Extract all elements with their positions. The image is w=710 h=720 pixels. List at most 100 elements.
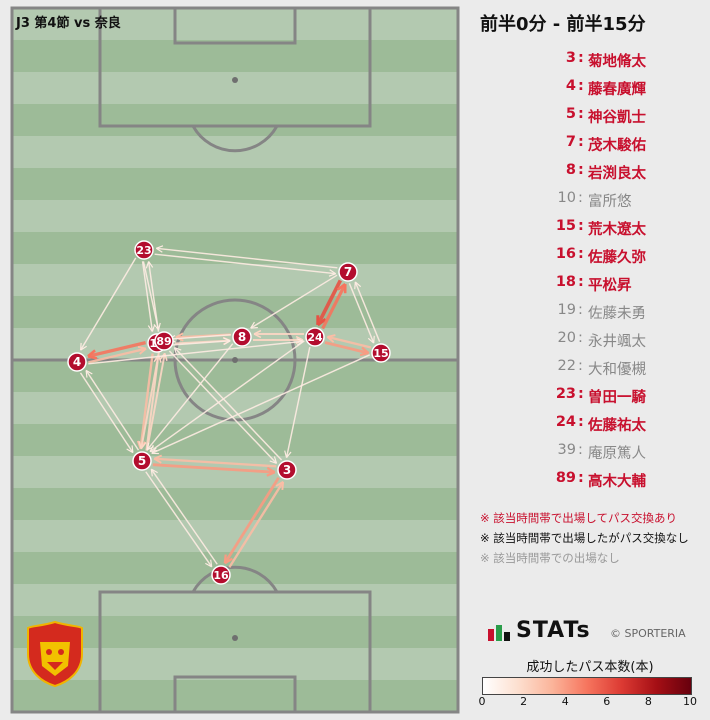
player-node-circle	[371, 343, 391, 363]
pitch-stripe	[12, 456, 458, 489]
pass-edge	[140, 351, 160, 449]
roster-separator: :	[578, 470, 584, 486]
roster-row: 7: 茂木駿佑	[470, 134, 710, 156]
pass-edge	[139, 353, 154, 449]
roster-number: 39	[557, 442, 576, 458]
roster-separator: :	[578, 190, 583, 206]
roster-separator: :	[578, 274, 584, 290]
roster-number: 18	[555, 274, 576, 290]
roster-row: 5: 神谷凱士	[470, 106, 710, 128]
roster-row: 19: 佐藤未勇	[470, 302, 710, 324]
player-node-label: 7	[344, 265, 352, 279]
player-node[interactable]: 89	[154, 331, 174, 351]
player-node[interactable]: 15	[371, 343, 391, 363]
roster-row: 18: 平松昇	[470, 274, 710, 296]
roster-row: 22: 大和優槻	[470, 358, 710, 380]
pass-edge	[168, 350, 278, 464]
player-node[interactable]: 5	[132, 451, 152, 471]
roster-number: 7	[565, 134, 576, 150]
roster-row: 23: 曽田一騎	[470, 386, 710, 408]
roster-number: 8	[565, 162, 576, 178]
roster-number: 5	[565, 106, 576, 122]
roster-name: 佐藤未勇	[588, 306, 646, 322]
player-node[interactable]: 3	[277, 460, 297, 480]
roster-number: 23	[555, 386, 576, 402]
pitch-stripe	[12, 584, 458, 617]
pass-arrowhead	[205, 559, 213, 568]
color-scale-bar	[482, 677, 692, 695]
pass-arrowhead	[147, 324, 156, 332]
roster-separator: :	[578, 302, 583, 318]
scale-tick-label: 0	[478, 695, 486, 708]
pass-arrowhead	[316, 315, 327, 327]
pass-edge	[150, 468, 218, 565]
pass-arrowhead	[138, 441, 147, 450]
pitch-stripe	[12, 104, 458, 137]
player-node[interactable]: 7	[338, 262, 358, 282]
pitch-stripe	[12, 72, 458, 105]
player-node-label: 23	[136, 244, 151, 257]
roster-number: 24	[555, 414, 576, 430]
roster-row: 16: 佐藤久弥	[470, 246, 710, 268]
emblem-eye-right-icon	[58, 649, 64, 655]
pass-edge	[146, 353, 166, 451]
player-node[interactable]: 24	[305, 327, 325, 347]
pass-edge	[154, 253, 336, 275]
pitch-stripe	[12, 8, 458, 41]
pass-arrowhead	[87, 349, 98, 360]
legend-note-absent: ※ 該当時間帯での出場なし	[480, 551, 620, 565]
pass-arrowhead	[149, 444, 158, 453]
bottom-penalty-spot	[232, 635, 238, 641]
pitch-stripe	[12, 488, 458, 521]
pass-edge	[321, 283, 347, 330]
roster-row: 10: 富所悠	[470, 190, 710, 212]
pass-edge	[173, 347, 283, 461]
pass-network-pitch: 23741889824155316	[10, 6, 460, 714]
roster-number: 19	[557, 302, 576, 318]
pass-edge	[142, 261, 160, 331]
pass-edge	[228, 481, 285, 568]
pitch-stripe	[12, 424, 458, 457]
player-node-circle	[232, 327, 252, 347]
center-spot	[232, 357, 238, 363]
roster-separator: :	[578, 414, 584, 430]
player-node[interactable]: 8	[232, 327, 252, 347]
side-panel: 前半0分 - 前半15分 3: 菊地脩太 4: 藤春廣輝 5: 神谷凱士 7: 茂木駿佑 8: 岩…	[470, 0, 710, 720]
pass-arrowhead	[275, 480, 285, 491]
pitch-stripe	[12, 232, 458, 265]
pitch-spots	[232, 77, 238, 641]
pass-arrowhead	[145, 261, 154, 269]
roster-name: 曽田一騎	[588, 390, 646, 406]
roster-name: 菊地脩太	[588, 54, 646, 70]
legend-note-no-pass: ※ 該当時間帯で出場したがパス交換なし	[480, 531, 689, 545]
pass-edge	[151, 354, 371, 454]
pass-edge	[156, 247, 338, 269]
pass-arrowhead	[367, 335, 375, 344]
pitch-stripe	[12, 616, 458, 649]
pass-edge	[145, 471, 213, 568]
player-node[interactable]: 16	[211, 565, 231, 585]
pass-arrowhead	[354, 281, 362, 290]
pass-arrowhead	[153, 322, 161, 331]
player-node[interactable]: 4	[67, 352, 87, 372]
roster-number: 15	[555, 218, 576, 234]
roster-number: 4	[565, 78, 576, 94]
scale-tick-label: 4	[561, 695, 569, 708]
top-goal-area	[173, 6, 297, 45]
pass-edge	[88, 340, 304, 365]
roster-name: 荒木遼太	[588, 222, 646, 238]
roster-separator: :	[578, 358, 583, 374]
pass-edge	[152, 463, 275, 474]
emblem-mouth-icon	[47, 662, 63, 670]
roster-row: 89: 高木大輔	[470, 470, 710, 492]
player-nodes: 23741889824155316	[67, 240, 391, 585]
player-node[interactable]: 23	[134, 240, 154, 260]
roster-name: 岩渕良太	[588, 166, 646, 182]
scale-tick-label: 6	[603, 695, 611, 708]
roster-number: 10	[557, 190, 576, 206]
bottom-goal-area	[173, 675, 297, 714]
roster-number: 89	[555, 470, 576, 486]
pass-arrowhead	[337, 283, 347, 294]
bottom-penalty-arc	[191, 565, 279, 593]
roster-name: 平松昇	[588, 278, 632, 294]
